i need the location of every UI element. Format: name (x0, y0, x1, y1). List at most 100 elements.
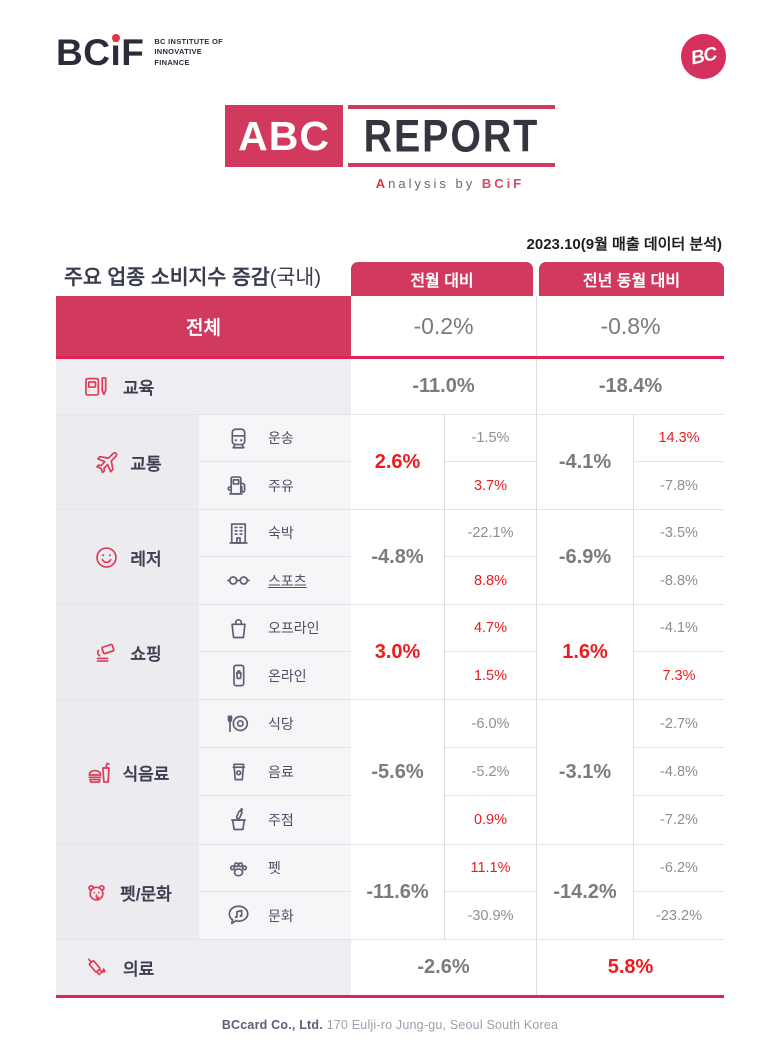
hotel-building-icon (225, 520, 252, 547)
yoy-문화: -23.2% (633, 892, 724, 939)
table-title: 주요 업종 소비지수 증감(국내) (64, 266, 322, 289)
yoy-의료-value: 5.8% (607, 956, 654, 978)
mom-온라인: 1.5% (444, 652, 536, 699)
yoy-식당: -2.7% (633, 700, 724, 748)
abc-title-box: ABC (225, 105, 343, 167)
mom-음료-value: -5.2% (471, 763, 510, 780)
logo-i: i (110, 32, 122, 73)
yoy-교통-value: -4.1% (558, 450, 612, 473)
mom-오프라인: 4.7% (444, 605, 536, 652)
subcategory-label: 펫 (268, 860, 281, 876)
mom-펫-value: 11.1% (470, 860, 511, 876)
yoy-오프라인-value: -4.1% (660, 620, 698, 636)
subcategory-펫: 펫 (199, 845, 351, 892)
subcategory-label: 식당 (268, 715, 294, 732)
paw-icon (225, 855, 252, 882)
yoy-교육: -18.4% (536, 359, 724, 414)
mom-음료: -5.2% (444, 748, 536, 796)
table-row-교통: 교통 2.6% -4.1% 운송 -1.5% 14.3% 주유 3.7% -7.8% (56, 414, 724, 509)
mom-펫: 11.1% (444, 845, 536, 892)
mom-펫/문화: -11.6% (351, 845, 444, 939)
total-mom-value: -0.2% (413, 312, 474, 339)
subcategory-label: 주점 (268, 812, 294, 828)
bcif-logo-subtitle: BC INSTITUTE OF INNOVATIVE FINANCE (154, 37, 224, 67)
table-row-의료: 의료 -2.6% 5.8% (56, 939, 724, 998)
table-row-펫/문화: 펫/문화 -11.6% -14.2% 펫 11.1% -6.2% 문화 -30.9% -23.2… (56, 844, 724, 939)
plate-cutlery-icon (225, 710, 252, 737)
mom-교육: -11.0% (351, 359, 536, 414)
yoy-펫/문화: -14.2% (536, 845, 633, 939)
subcategory-label: 문화 (268, 907, 294, 924)
burger-drink-icon (86, 759, 113, 786)
yoy-스포츠-value: -8.8% (660, 572, 698, 589)
bc-circle-logo: BC (681, 34, 726, 79)
mom-주유: 3.7% (444, 462, 536, 509)
mom-운송: -1.5% (444, 415, 536, 462)
footer: BCcard Co., Ltd. 170 Eulji-ro Jung-gu, S… (0, 1018, 780, 1032)
yoy-펫-value: -6.2% (660, 860, 698, 876)
yoy-교육-value: -18.4% (598, 375, 663, 397)
mom-문화: -30.9% (444, 892, 536, 939)
table-row-쇼핑: 쇼핑 3.0% 1.6% 오프라인 4.7% -4.1% 온라인 1.5% 7.3% (56, 604, 724, 699)
mom-식음료-value: -5.6% (371, 760, 424, 783)
table-row-식음료: 식음료 -5.6% -3.1% 식당 -6.0% -2.7% 음료 -5.2% -4.8% 주점 0… (56, 699, 724, 844)
yoy-펫: -6.2% (633, 845, 724, 892)
category-label: 교육 (123, 379, 155, 398)
yoy-온라인-value: 7.3% (662, 667, 696, 684)
mom-운송-value: -1.5% (471, 430, 510, 446)
category-펫/문화: 펫/문화 (56, 845, 199, 939)
top-bar: BCiF BC INSTITUTE OF INNOVATIVE FINANCE … (0, 0, 780, 79)
abc-report-banner: ABC REPORT Analysis by BCiF (0, 105, 780, 191)
category-label: 의료 (123, 960, 155, 979)
mom-문화-value: -30.9% (467, 907, 514, 924)
dog-face-icon (83, 879, 110, 906)
dumbbell-icon (225, 567, 252, 594)
logo-bc: BC (56, 32, 111, 73)
beverage-cup-icon (225, 758, 252, 785)
consumption-index-table: 주요 업종 소비지수 증감(국내) 전월 대비 전년 동월 대비 전체 -0.2%… (56, 260, 724, 998)
airplane-icon (93, 449, 120, 476)
bcif-logo-text: BCiF (56, 34, 144, 71)
mom-의료: -2.6% (351, 940, 536, 995)
mom-숙박-value: -22.1% (467, 525, 514, 541)
total-yoy-value: -0.8% (600, 312, 661, 339)
yoy-음료: -4.8% (633, 748, 724, 796)
music-bubble-icon (225, 902, 252, 929)
total-label: 전체 (186, 317, 221, 339)
mom-교통-value: 2.6% (374, 450, 421, 473)
yoy-의료: 5.8% (536, 940, 724, 995)
subcategory-문화: 문화 (199, 892, 351, 939)
yoy-온라인: 7.3% (633, 652, 724, 699)
yoy-레저-value: -6.9% (558, 545, 612, 568)
total-category: 전체 (56, 296, 351, 356)
fuel-pump-icon (225, 472, 252, 499)
category-label: 레저 (130, 549, 162, 569)
category-교통: 교통 (56, 415, 199, 509)
mom-교육-value: -11.0% (412, 375, 475, 397)
report-title-box: REPORT (347, 105, 555, 167)
yoy-주점: -7.2% (633, 796, 724, 844)
mom-온라인-value: 1.5% (473, 667, 508, 684)
category-label: 쇼핑 (130, 644, 162, 664)
col-header-year-over-year: 전년 동월 대비 (539, 262, 724, 296)
mom-주점: 0.9% (444, 796, 536, 844)
mom-교통: 2.6% (351, 415, 444, 509)
yoy-쇼핑: 1.6% (536, 605, 633, 699)
yoy-음료-value: -4.8% (660, 763, 698, 780)
subcategory-label: 오프라인 (268, 620, 320, 636)
mom-식당: -6.0% (444, 700, 536, 748)
yoy-주점-value: -7.2% (660, 812, 698, 828)
subcategory-음료: 음료 (199, 748, 351, 796)
table-row-교육: 교육 -11.0% -18.4% (56, 359, 724, 414)
table-row-레저: 레저 -4.8% -6.9% 숙박 -22.1% -3.5% 스포츠 8.8% -8.8% (56, 509, 724, 604)
yoy-숙박: -3.5% (633, 510, 724, 557)
mom-주유-value: 3.7% (473, 477, 508, 494)
mobile-shopping-icon (225, 662, 252, 689)
mom-스포츠-value: 8.8% (473, 572, 508, 589)
total-mom: -0.2% (351, 296, 536, 356)
category-레저: 레저 (56, 510, 199, 604)
banner-tagline: Analysis by BCiF (375, 176, 525, 191)
yoy-식음료: -3.1% (536, 700, 633, 844)
mom-식음료: -5.6% (351, 700, 444, 844)
